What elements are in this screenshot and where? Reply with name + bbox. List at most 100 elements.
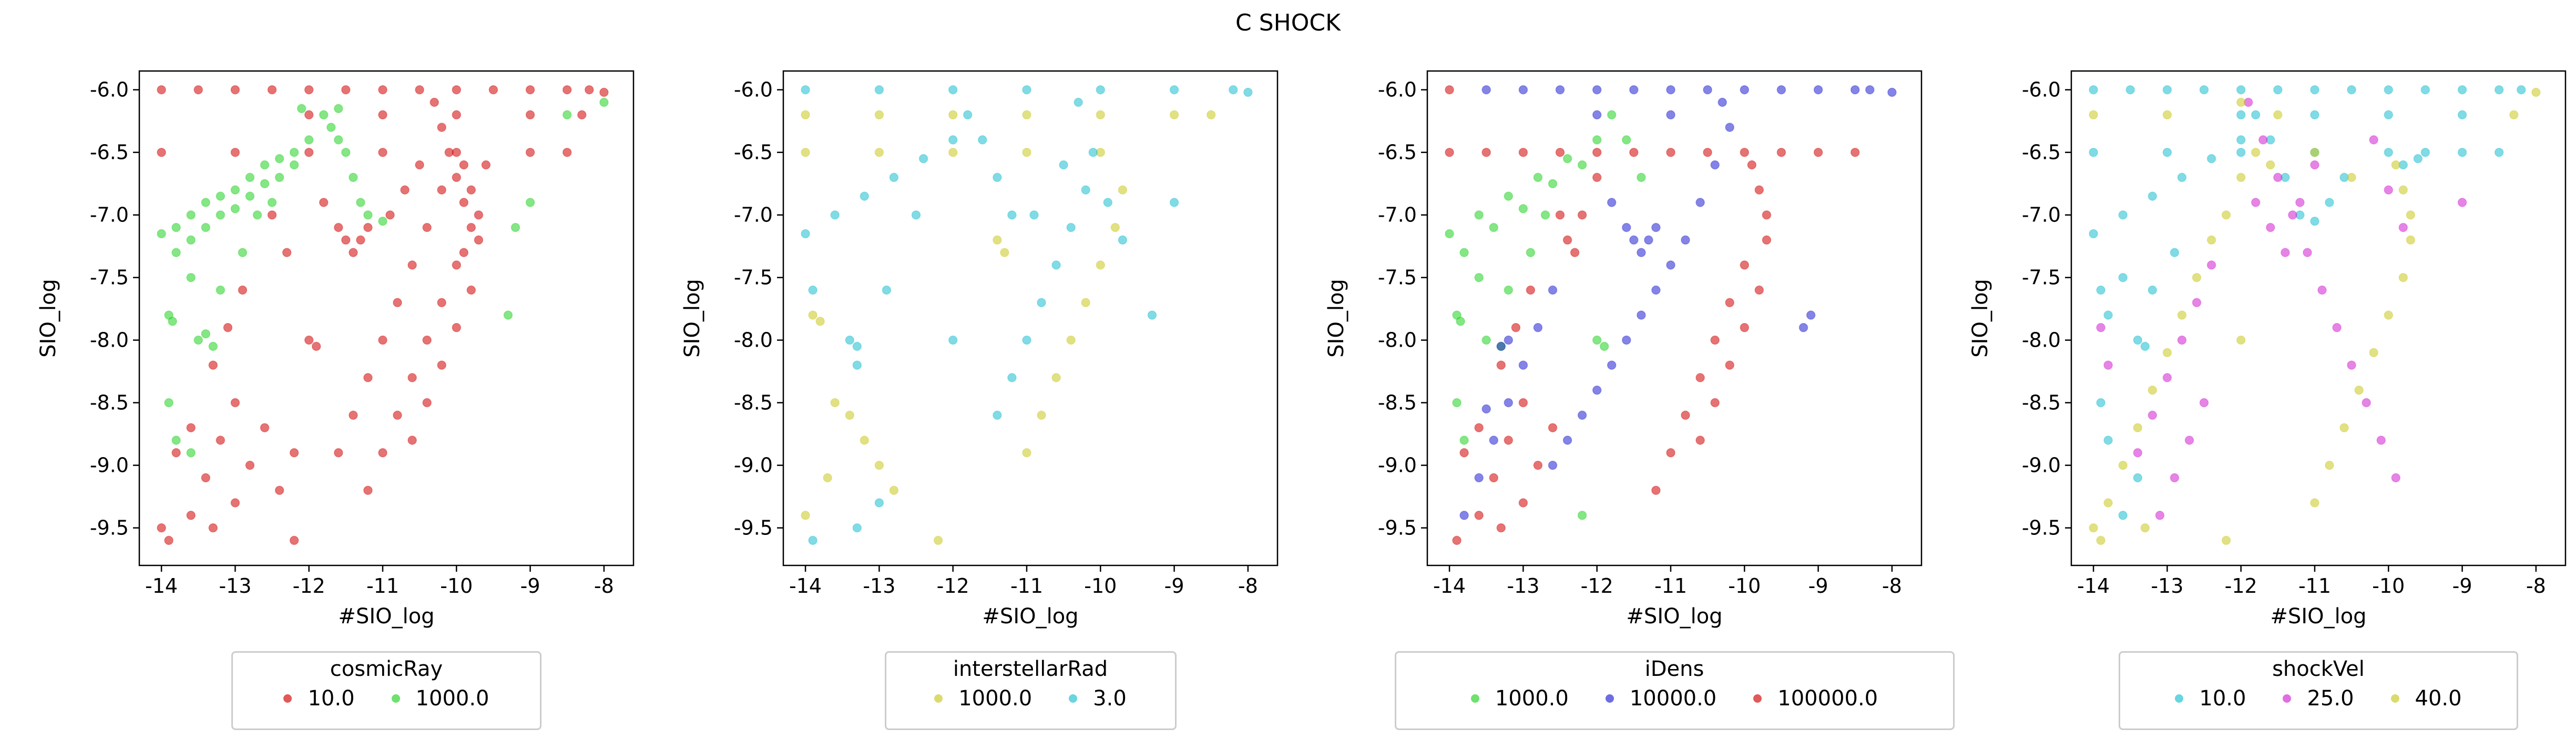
- data-point: [1666, 147, 1675, 157]
- data-point: [2177, 335, 2187, 345]
- x-tick-label: -14: [1433, 574, 1466, 598]
- data-point: [2148, 285, 2158, 295]
- data-point: [334, 104, 343, 114]
- data-point: [252, 210, 262, 220]
- data-point: [1029, 210, 1039, 220]
- legend-label: 1000.0: [958, 686, 1033, 711]
- data-point: [525, 85, 535, 95]
- data-point: [488, 85, 498, 95]
- data-point: [1037, 298, 1046, 308]
- data-point: [1562, 235, 1572, 245]
- data-point: [319, 198, 329, 207]
- data-point: [1526, 248, 1536, 257]
- data-point: [1096, 110, 1106, 120]
- x-tick-label: -12: [293, 574, 325, 598]
- data-point: [1452, 398, 1461, 408]
- data-point: [230, 204, 240, 214]
- data-point: [304, 85, 314, 95]
- data-point: [238, 248, 248, 257]
- data-point: [2118, 210, 2128, 220]
- figure-title: C SHOCK: [1235, 9, 1341, 36]
- data-point: [1629, 235, 1639, 245]
- data-point: [2103, 498, 2113, 508]
- data-point: [1622, 335, 1631, 345]
- data-point: [2369, 348, 2378, 358]
- y-tick-label: -6.0: [2022, 78, 2061, 102]
- x-tick-label: -11: [366, 574, 399, 598]
- data-point: [599, 97, 609, 107]
- data-point: [267, 210, 277, 220]
- data-point: [245, 460, 255, 470]
- data-point: [2398, 272, 2408, 282]
- data-point: [874, 147, 884, 157]
- data-point: [1718, 97, 1727, 107]
- x-tick-label: -14: [2077, 574, 2110, 598]
- data-point: [2103, 436, 2113, 445]
- data-point: [1555, 85, 1565, 95]
- data-point: [2251, 198, 2261, 207]
- data-point: [1504, 335, 1514, 345]
- data-point: [1695, 436, 1705, 445]
- y-tick-label: -9.0: [734, 454, 773, 477]
- data-point: [2221, 210, 2231, 220]
- data-point: [830, 398, 840, 408]
- x-tick-label: -10: [1728, 574, 1761, 598]
- data-point: [186, 448, 196, 458]
- data-point: [452, 173, 462, 183]
- legend-title: shockVel: [2272, 657, 2365, 681]
- data-point: [2236, 173, 2246, 183]
- data-point: [882, 285, 892, 295]
- data-point: [2376, 436, 2386, 445]
- data-point: [1051, 373, 1061, 382]
- data-point: [2369, 135, 2378, 145]
- data-point: [2273, 173, 2283, 183]
- legend-marker: [1753, 694, 1762, 703]
- data-point: [474, 210, 484, 220]
- y-tick-label: -6.5: [2022, 141, 2061, 164]
- y-tick-label: -6.0: [90, 78, 129, 102]
- series-2: [801, 85, 1253, 545]
- data-point: [801, 147, 810, 157]
- data-point: [304, 135, 314, 145]
- data-point: [282, 248, 292, 257]
- x-tick-label: -13: [2151, 574, 2183, 598]
- data-point: [2251, 110, 2261, 120]
- data-point: [2362, 398, 2371, 408]
- y-tick-label: -6.0: [1378, 78, 1417, 102]
- legend-entry: 1000.0: [934, 686, 1032, 711]
- data-point: [452, 260, 462, 270]
- data-point: [2384, 110, 2394, 120]
- data-point: [334, 135, 343, 145]
- data-point: [171, 436, 181, 445]
- data-point: [1577, 410, 1587, 420]
- legend-title: interstellarRad: [953, 657, 1108, 681]
- data-point: [860, 436, 870, 445]
- y-tick-label: -7.5: [2022, 266, 2061, 289]
- data-point: [274, 173, 284, 183]
- data-point: [808, 285, 817, 295]
- data-point: [1644, 235, 1653, 245]
- data-point: [2162, 348, 2172, 358]
- axes-frame: [1426, 70, 1923, 566]
- data-point: [334, 448, 343, 458]
- data-point: [1022, 335, 1031, 345]
- data-point: [2206, 154, 2216, 164]
- legend-label: 10.0: [308, 686, 355, 711]
- data-point: [230, 398, 240, 408]
- data-point: [2236, 97, 2246, 107]
- data-point: [1118, 185, 1128, 195]
- data-point: [415, 160, 424, 170]
- data-point: [845, 410, 855, 420]
- y-tick-label: -9.0: [90, 454, 129, 477]
- data-point: [1037, 410, 1046, 420]
- data-point: [2236, 135, 2246, 145]
- data-point: [1762, 235, 1772, 245]
- data-point: [341, 147, 351, 157]
- legend-entry: 1000.0: [391, 686, 489, 711]
- data-point: [2148, 386, 2158, 395]
- data-point: [452, 323, 462, 332]
- data-point: [2236, 147, 2246, 157]
